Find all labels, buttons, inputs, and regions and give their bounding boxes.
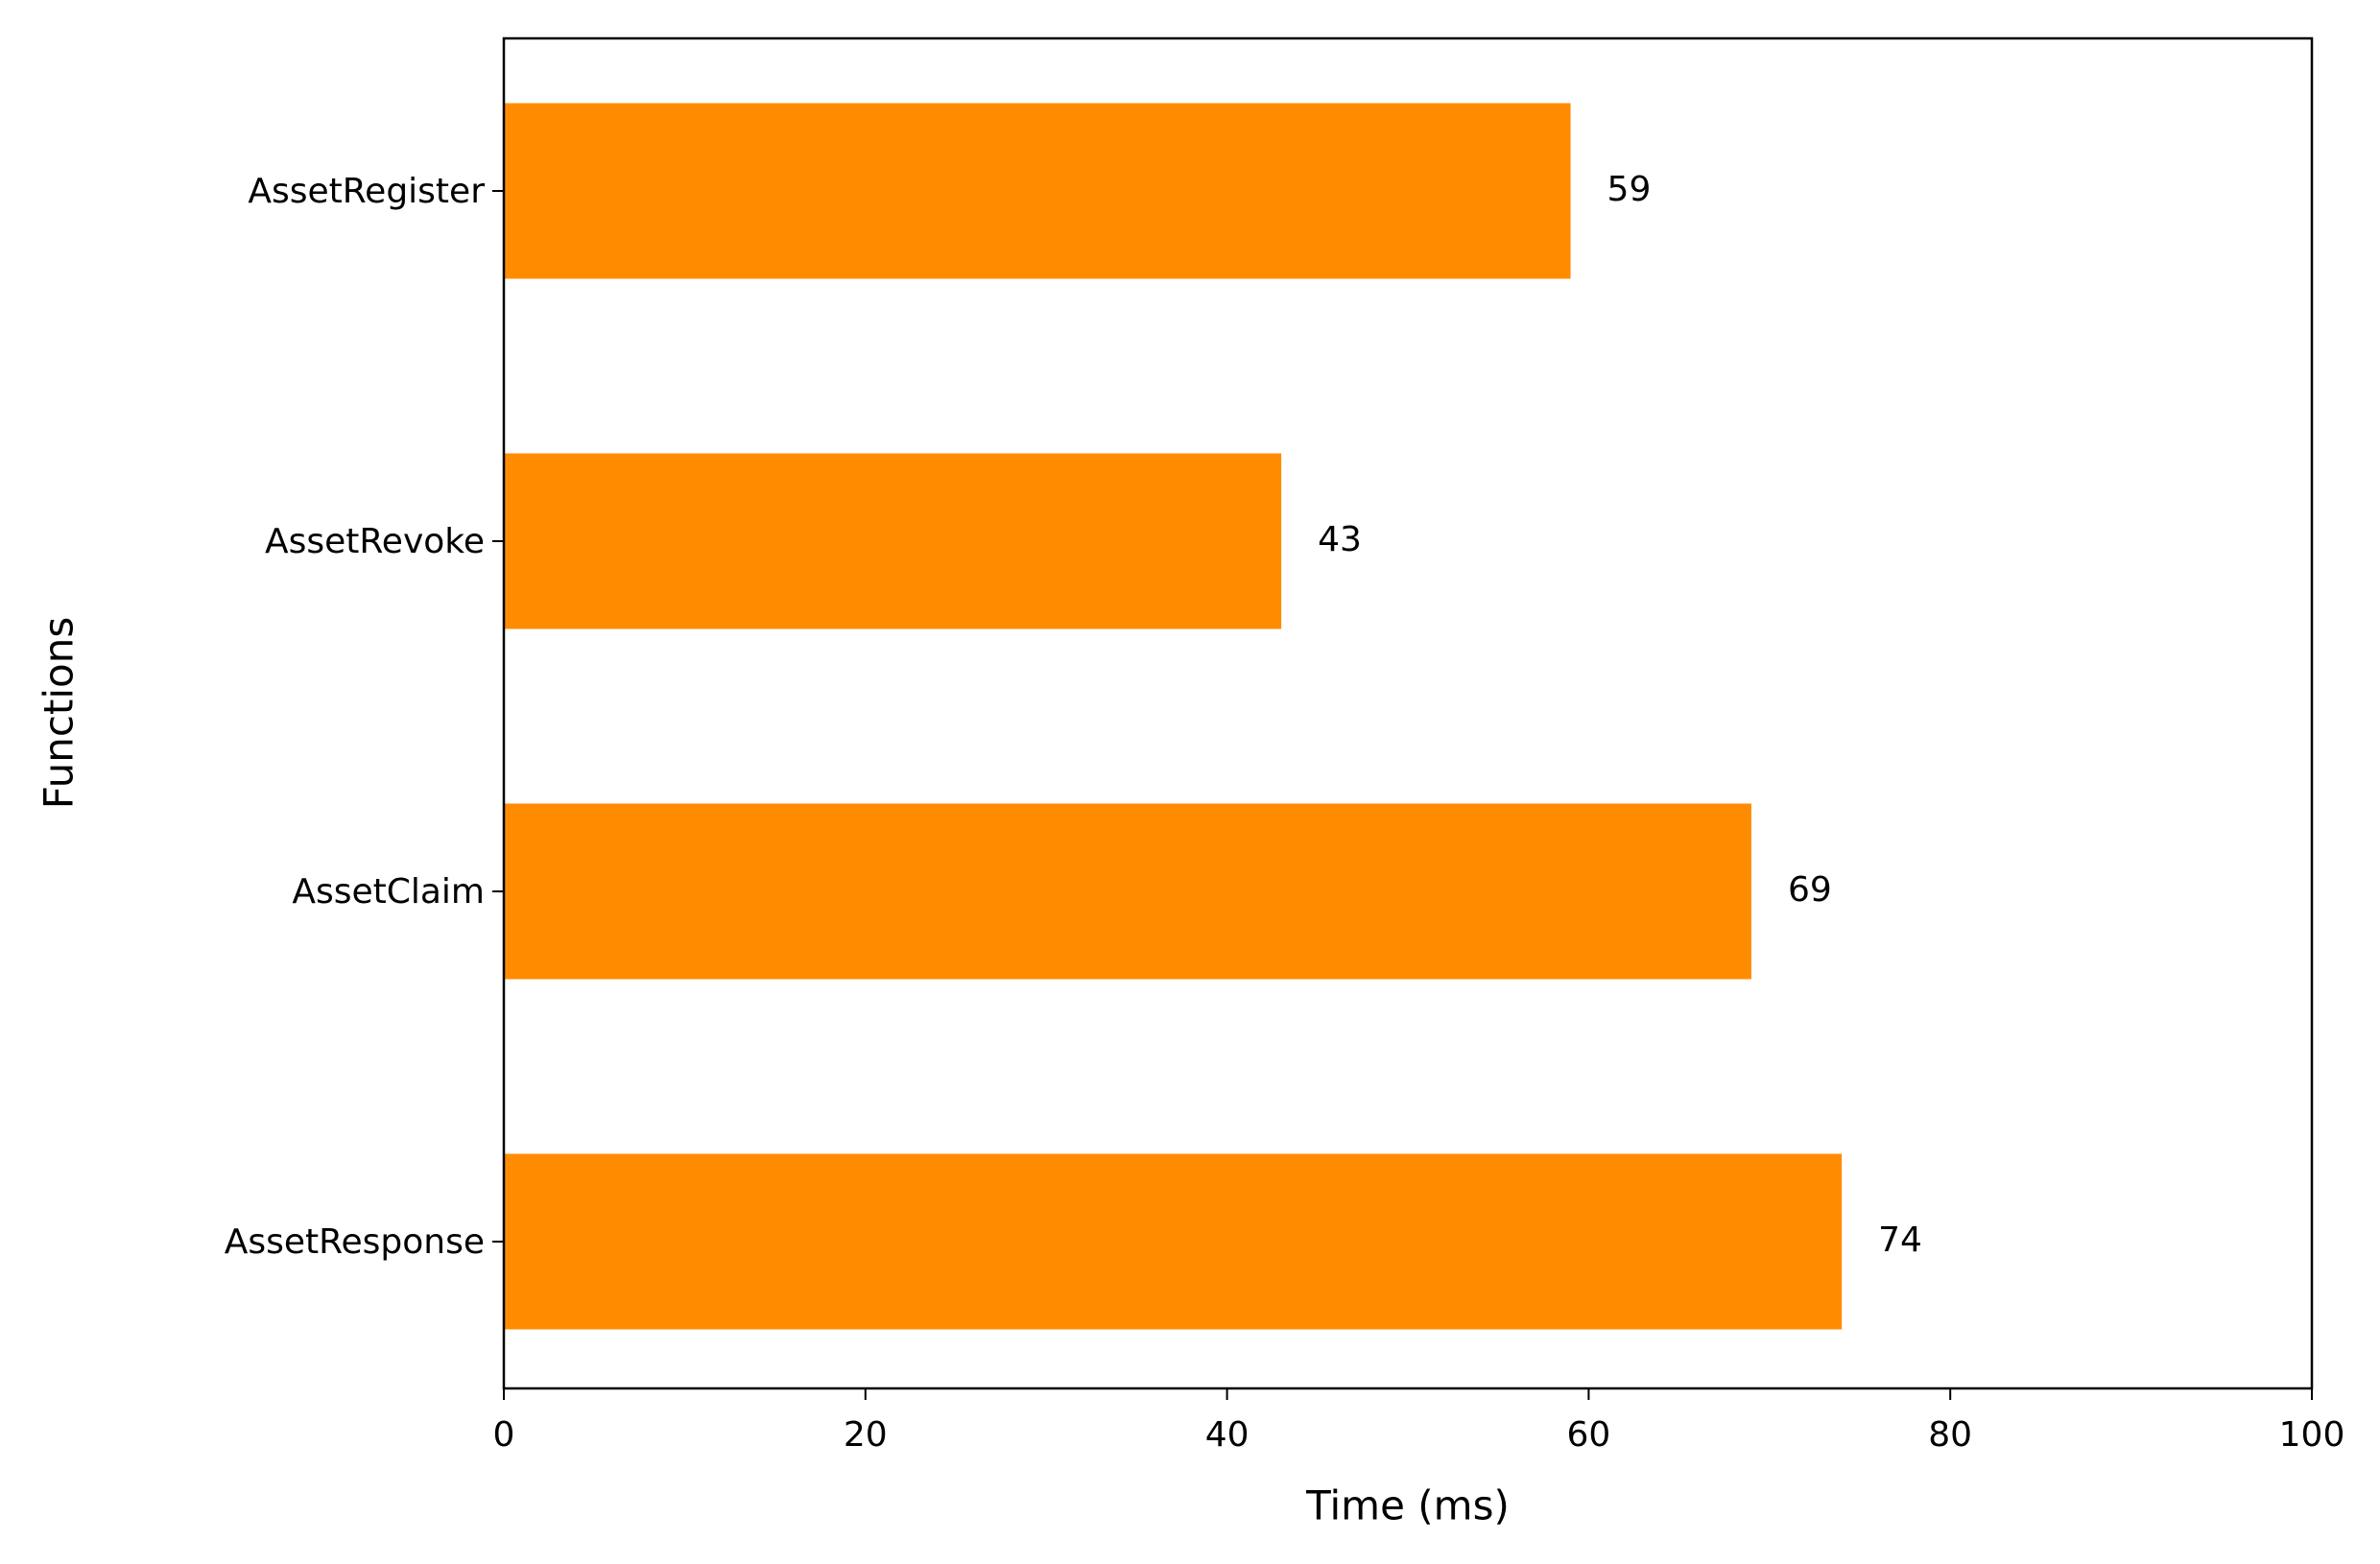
bar [504,103,1571,279]
y-tick-label: AssetResponse [225,1222,485,1262]
x-tick-label: 20 [844,1415,888,1455]
value-label: 59 [1607,170,1652,209]
x-tick-label: 80 [1928,1415,1972,1455]
x-tick-label: 60 [1566,1415,1610,1455]
value-label: 74 [1878,1220,1922,1260]
x-tick-label: 40 [1205,1415,1250,1455]
y-tick-label: AssetRegister [248,172,485,211]
y-tick-label: AssetRevoke [265,522,485,561]
bar [504,803,1751,980]
bar [504,453,1282,629]
value-label: 69 [1788,870,1832,910]
x-tick-label: 100 [2279,1415,2345,1455]
y-tick-label: AssetClaim [292,872,485,912]
value-label: 43 [1318,520,1362,559]
bar [504,1153,1843,1330]
x-tick-label: 0 [493,1415,515,1455]
y-axis-label: Functions [36,617,83,810]
plot-frame [502,36,2314,1390]
x-axis-label: Time (ms) [1305,1482,1510,1529]
